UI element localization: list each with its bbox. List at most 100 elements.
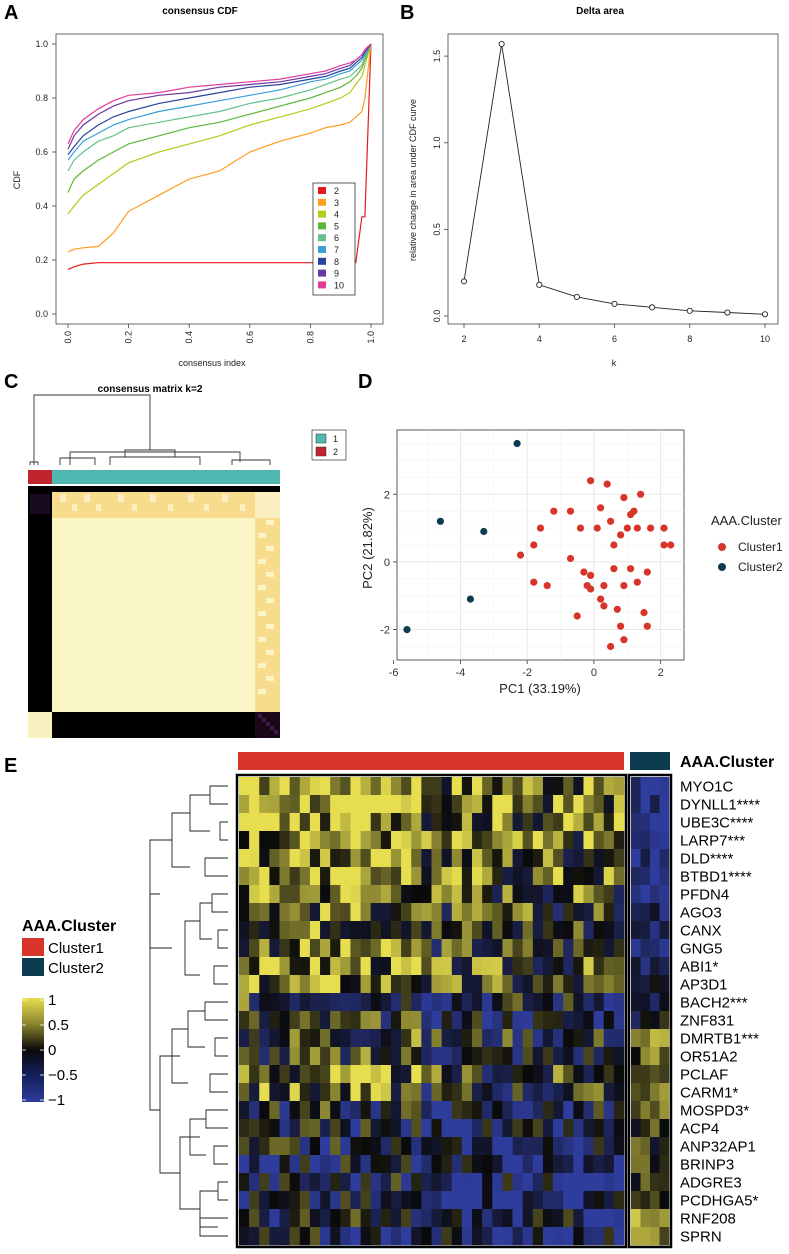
panel-a-frame (55, 33, 384, 325)
heatmap-legend-label-cluster1: Cluster1 (48, 940, 104, 957)
heatmap-row-label: LARP7*** (680, 833, 745, 850)
panel-b-xtick-label: 6 (612, 334, 617, 344)
pca-point-cluster1 (633, 524, 641, 532)
panel-b-ytick-label: 0.5 (432, 223, 442, 236)
heatmap-row-label: ACP4 (680, 1121, 719, 1138)
pca-point-cluster2 (436, 517, 444, 525)
cdf-line-k5 (67, 43, 372, 193)
scale-tick-label: 0 (48, 1042, 56, 1059)
pca-point-cluster1 (643, 622, 651, 630)
pca-point-cluster1 (516, 551, 525, 559)
panel-d-xtick-label: 2 (658, 667, 664, 679)
heatmap-row-label: ADGRE3 (680, 1175, 742, 1192)
panel-b-xtick-label: 10 (760, 334, 770, 344)
pca-point-cluster1 (667, 541, 675, 549)
pca-point-cluster1 (587, 477, 595, 485)
delta-area-point-k6 (611, 300, 618, 307)
consensus-legend-label-2: 2 (333, 447, 338, 457)
heatmap-left-frame (235, 773, 628, 1249)
cdf-legend-label-7: 7 (334, 245, 339, 255)
cdf-legend-key-3 (318, 198, 326, 206)
cdf-line-k4 (67, 43, 372, 215)
panel-a-xtick-label: 0.0 (63, 331, 73, 344)
pca-point-cluster1 (597, 595, 605, 603)
heatmap-row-label: UBE3C**** (680, 815, 754, 832)
scale-tick-label: 1 (48, 992, 56, 1009)
pca-point-cluster1 (573, 612, 581, 620)
pca-point-cluster1 (587, 585, 595, 593)
panel-b-ytick-label: 1.0 (432, 136, 442, 149)
panel-b-xlabel: k (612, 358, 617, 368)
pca-point-cluster1 (597, 504, 605, 512)
pca-point-cluster2 (403, 626, 411, 634)
heatmap-row-label: ZNF831 (680, 1013, 734, 1030)
heatmap-annotation-cluster1 (238, 752, 624, 770)
pca-legend-label-cluster2: Cluster2 (738, 560, 783, 574)
pca-point-cluster1 (610, 541, 618, 549)
cdf-legend-key-2 (318, 187, 326, 194)
panel-d-ytick-label: 2 (384, 489, 390, 501)
pca-point-cluster1 (640, 609, 648, 617)
cdf-legend-key-6 (318, 234, 326, 242)
scale-tick-label: 0.5 (48, 1017, 69, 1034)
consensus-legend-key-2 (315, 446, 327, 457)
pca-point-cluster1 (603, 480, 611, 488)
cdf-line-k9 (67, 43, 372, 150)
panel-b-xtick-label: 2 (461, 334, 466, 344)
delta-area-point-k2 (460, 278, 468, 285)
pca-point-cluster1 (593, 524, 601, 532)
cdf-legend-key-8 (318, 257, 326, 265)
delta-area-point-k8 (686, 307, 693, 314)
pca-point-cluster1 (580, 568, 588, 576)
heatmap-row-label: MOSPD3* (680, 1103, 749, 1120)
panel-b-ylabel: relative change in area under CDF curve (408, 99, 418, 261)
pca-point-cluster1 (610, 565, 618, 573)
panel-a-ylabel: CDF (12, 170, 22, 189)
panel-a-title: consensus CDF (162, 6, 238, 17)
consensus-annotation-cluster1 (52, 470, 280, 484)
panel-d-xtick-label: -6 (389, 667, 399, 679)
cdf-legend-label-9: 9 (334, 269, 339, 279)
cdf-legend-label-3: 3 (334, 198, 339, 208)
panel-d-xtick-label: 0 (591, 667, 597, 679)
panel-c-title: consensus matrix k=2 (98, 384, 203, 395)
heatmap-row-label: DMRTB1*** (680, 1031, 759, 1048)
heatmap-row-label: ANP32AP1 (680, 1139, 756, 1156)
heatmap-row-label: BRINP3 (680, 1157, 734, 1174)
pca-point-cluster1 (660, 541, 668, 549)
pca-legend-key-cluster1 (718, 543, 726, 551)
pca-point-cluster2 (480, 527, 488, 536)
panel-a-xtick-label: 0.2 (124, 331, 134, 344)
panel-a-xlabel: consensus index (178, 358, 246, 368)
cdf-legend-key-9 (318, 269, 326, 277)
panel-c-label: C (4, 371, 18, 393)
panel-b-label: B (400, 2, 414, 24)
heatmap-row-label: CARM1* (680, 1085, 739, 1102)
pca-point-cluster1 (623, 524, 631, 532)
pca-point-cluster1 (550, 507, 558, 515)
heatmap-annotation-title: AAA.Cluster (680, 754, 774, 771)
pca-point-cluster1 (637, 490, 645, 498)
pca-legend-key-cluster2 (718, 563, 726, 571)
heatmap-legend-key-cluster2 (22, 958, 44, 976)
pca-point-cluster1 (566, 554, 575, 563)
pca-point-cluster1 (530, 578, 538, 586)
panel-d-ytick-label: -2 (380, 625, 390, 637)
pca-point-cluster1 (627, 565, 635, 573)
scale-tick-label: −1 (48, 1092, 65, 1109)
pca-point-cluster2 (513, 439, 521, 448)
heatmap-row-dendrogram (149, 785, 228, 1237)
panel-d-xlabel: PC1 (33.19%) (499, 681, 581, 696)
panel-e-label: E (4, 755, 17, 777)
panel-b-xtick-label: 4 (537, 334, 542, 344)
heatmap-row-label: PCDHGA5* (680, 1193, 759, 1210)
delta-area-line (463, 43, 766, 315)
cdf-line-k8 (67, 43, 372, 156)
pca-point-cluster1 (620, 494, 628, 502)
heatmap-row-label: OR51A2 (680, 1049, 738, 1066)
panel-a-xtick-label: 0.4 (184, 331, 194, 344)
panel-b-frame (447, 33, 779, 325)
cdf-legend-key-4 (318, 210, 326, 218)
cdf-legend-label-10: 10 (334, 280, 344, 290)
cdf-legend-label-2: 2 (334, 186, 339, 196)
